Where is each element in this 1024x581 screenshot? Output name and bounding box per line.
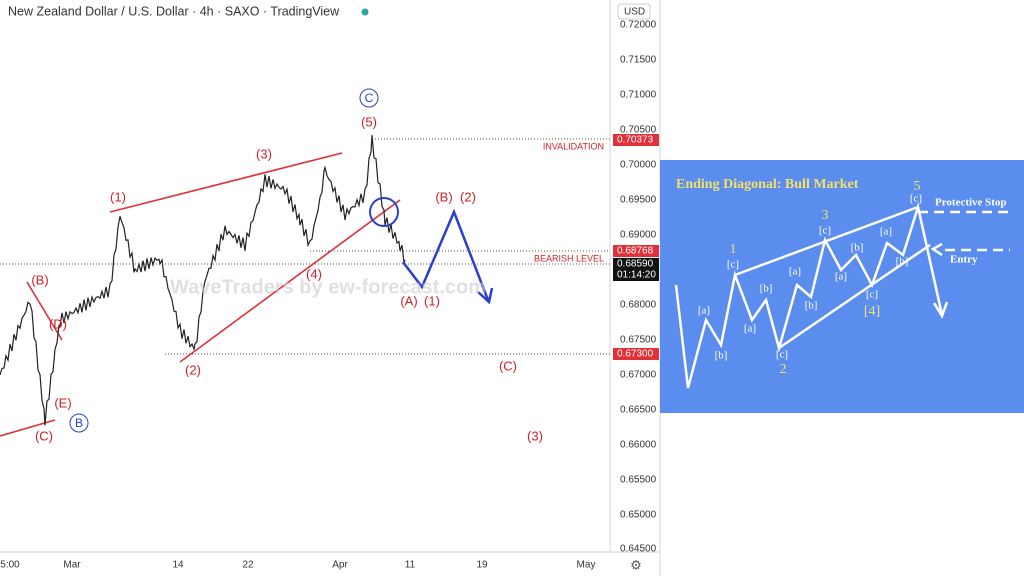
inset-label: [b] (896, 256, 909, 268)
wave-label: (C) (35, 428, 53, 443)
price-label: 0.65500 (620, 475, 657, 486)
wave-label: (2) (460, 189, 476, 204)
price-label: 0.66000 (620, 440, 657, 451)
price-badge-label: 0.67300 (617, 349, 654, 360)
inset-label: 2 (780, 362, 787, 377)
price-label: 0.71000 (620, 90, 657, 101)
inset-label: 5 (914, 179, 921, 194)
price-label: 0.69000 (620, 230, 657, 241)
wave-label: (B) (31, 272, 48, 287)
price-label: 0.69500 (620, 195, 657, 206)
circle-badge (69, 413, 89, 433)
inset-label: [b] (760, 283, 773, 295)
price-label: 0.70000 (620, 160, 657, 171)
inset-label: [c] (727, 259, 739, 271)
projection-path (402, 208, 490, 301)
inset-note: Entry (950, 254, 978, 266)
wave-label: (3) (256, 146, 272, 161)
time-label: 19 (476, 560, 488, 571)
circle-badge (359, 88, 379, 108)
currency-label: USD (624, 7, 645, 18)
level-label: BEARISH LEVEL (534, 253, 604, 263)
inset-label: [a] (835, 271, 847, 283)
price-badge-label: 01:14:20 (617, 270, 656, 281)
wave-label: (3) (527, 428, 543, 443)
wave-label: (1) (110, 189, 126, 204)
inset-label: [b] (715, 350, 728, 362)
level-lines (0, 138, 610, 355)
time-label: Apr (332, 560, 348, 571)
inset-label: [b] (805, 300, 818, 312)
highlight-circle (369, 197, 399, 227)
wave-label: (4) (306, 266, 322, 281)
price-badge (613, 134, 659, 146)
price-badge (613, 258, 659, 270)
time-label: 14 (172, 560, 184, 571)
wave-label: (D) (49, 316, 67, 331)
projection-arrow (477, 287, 494, 305)
price-label: 0.70500 (620, 125, 657, 136)
price-badge (613, 269, 659, 281)
watermark: WaveTraders by ew-forecast.com (170, 276, 486, 298)
wave-label: (5) (361, 114, 377, 129)
price-series (0, 135, 406, 426)
time-label: 11 (405, 560, 416, 571)
inset-title: Ending Diagonal: Bull Market (676, 177, 859, 192)
wave-label: (2) (185, 362, 201, 377)
price-label: 0.71500 (620, 55, 657, 66)
inset-label: [a] (698, 305, 710, 317)
inset-label: [c] (866, 289, 878, 301)
wave-label: (1) (424, 293, 440, 308)
inset-note: Protective Stop (935, 197, 1007, 209)
price-label: 0.65000 (620, 510, 657, 521)
settings-icon[interactable]: ⚙ (630, 557, 642, 572)
price-badge-label: 0.68768 (617, 246, 654, 257)
trend-lines (0, 152, 401, 437)
price-badge (613, 245, 659, 257)
wave-label: (E) (54, 395, 71, 410)
time-label: Mar (63, 560, 81, 571)
time-label: May (577, 560, 596, 571)
price-label: 0.67000 (620, 370, 657, 381)
price-label: 0.72000 (620, 20, 657, 31)
price-label: 0.66500 (620, 405, 657, 416)
inset-label: [a] (744, 323, 756, 335)
inset-label: [b] (851, 242, 864, 254)
price-label: 0.64500 (620, 544, 657, 555)
time-label: 22 (242, 560, 254, 571)
price-label: 0.68000 (620, 300, 657, 311)
currency-button[interactable] (617, 3, 651, 20)
wave-label: (B) (435, 189, 452, 204)
status-dot (361, 8, 369, 16)
header-title: New Zealand Dollar / U.S. Dollar · 4h · … (8, 4, 340, 18)
time-label: 5:00 (0, 560, 20, 571)
inset-panel (660, 160, 1024, 413)
price-badge-label: 0.70373 (617, 135, 654, 146)
inset-label: 3 (822, 208, 829, 223)
price-label: 0.67500 (620, 335, 657, 346)
inset-label: [4] (864, 304, 880, 319)
circled-label: B (75, 416, 83, 430)
inset-label: [c] (910, 193, 922, 205)
wave-label: (A) (400, 293, 417, 308)
circled-label: C (365, 91, 374, 105)
level-label: INVALIDATION (543, 141, 604, 151)
inset-diagram (674, 202, 1010, 389)
inset-label: [c] (819, 225, 831, 237)
inset-label: 1 (730, 242, 737, 257)
inset-label: [a] (880, 226, 892, 238)
price-badge (613, 348, 659, 360)
inset-label: [a] (789, 266, 801, 278)
price-badge-label: 0.68590 (617, 259, 654, 270)
inset-label: [c] (776, 349, 788, 361)
wave-label: (C) (499, 358, 517, 373)
